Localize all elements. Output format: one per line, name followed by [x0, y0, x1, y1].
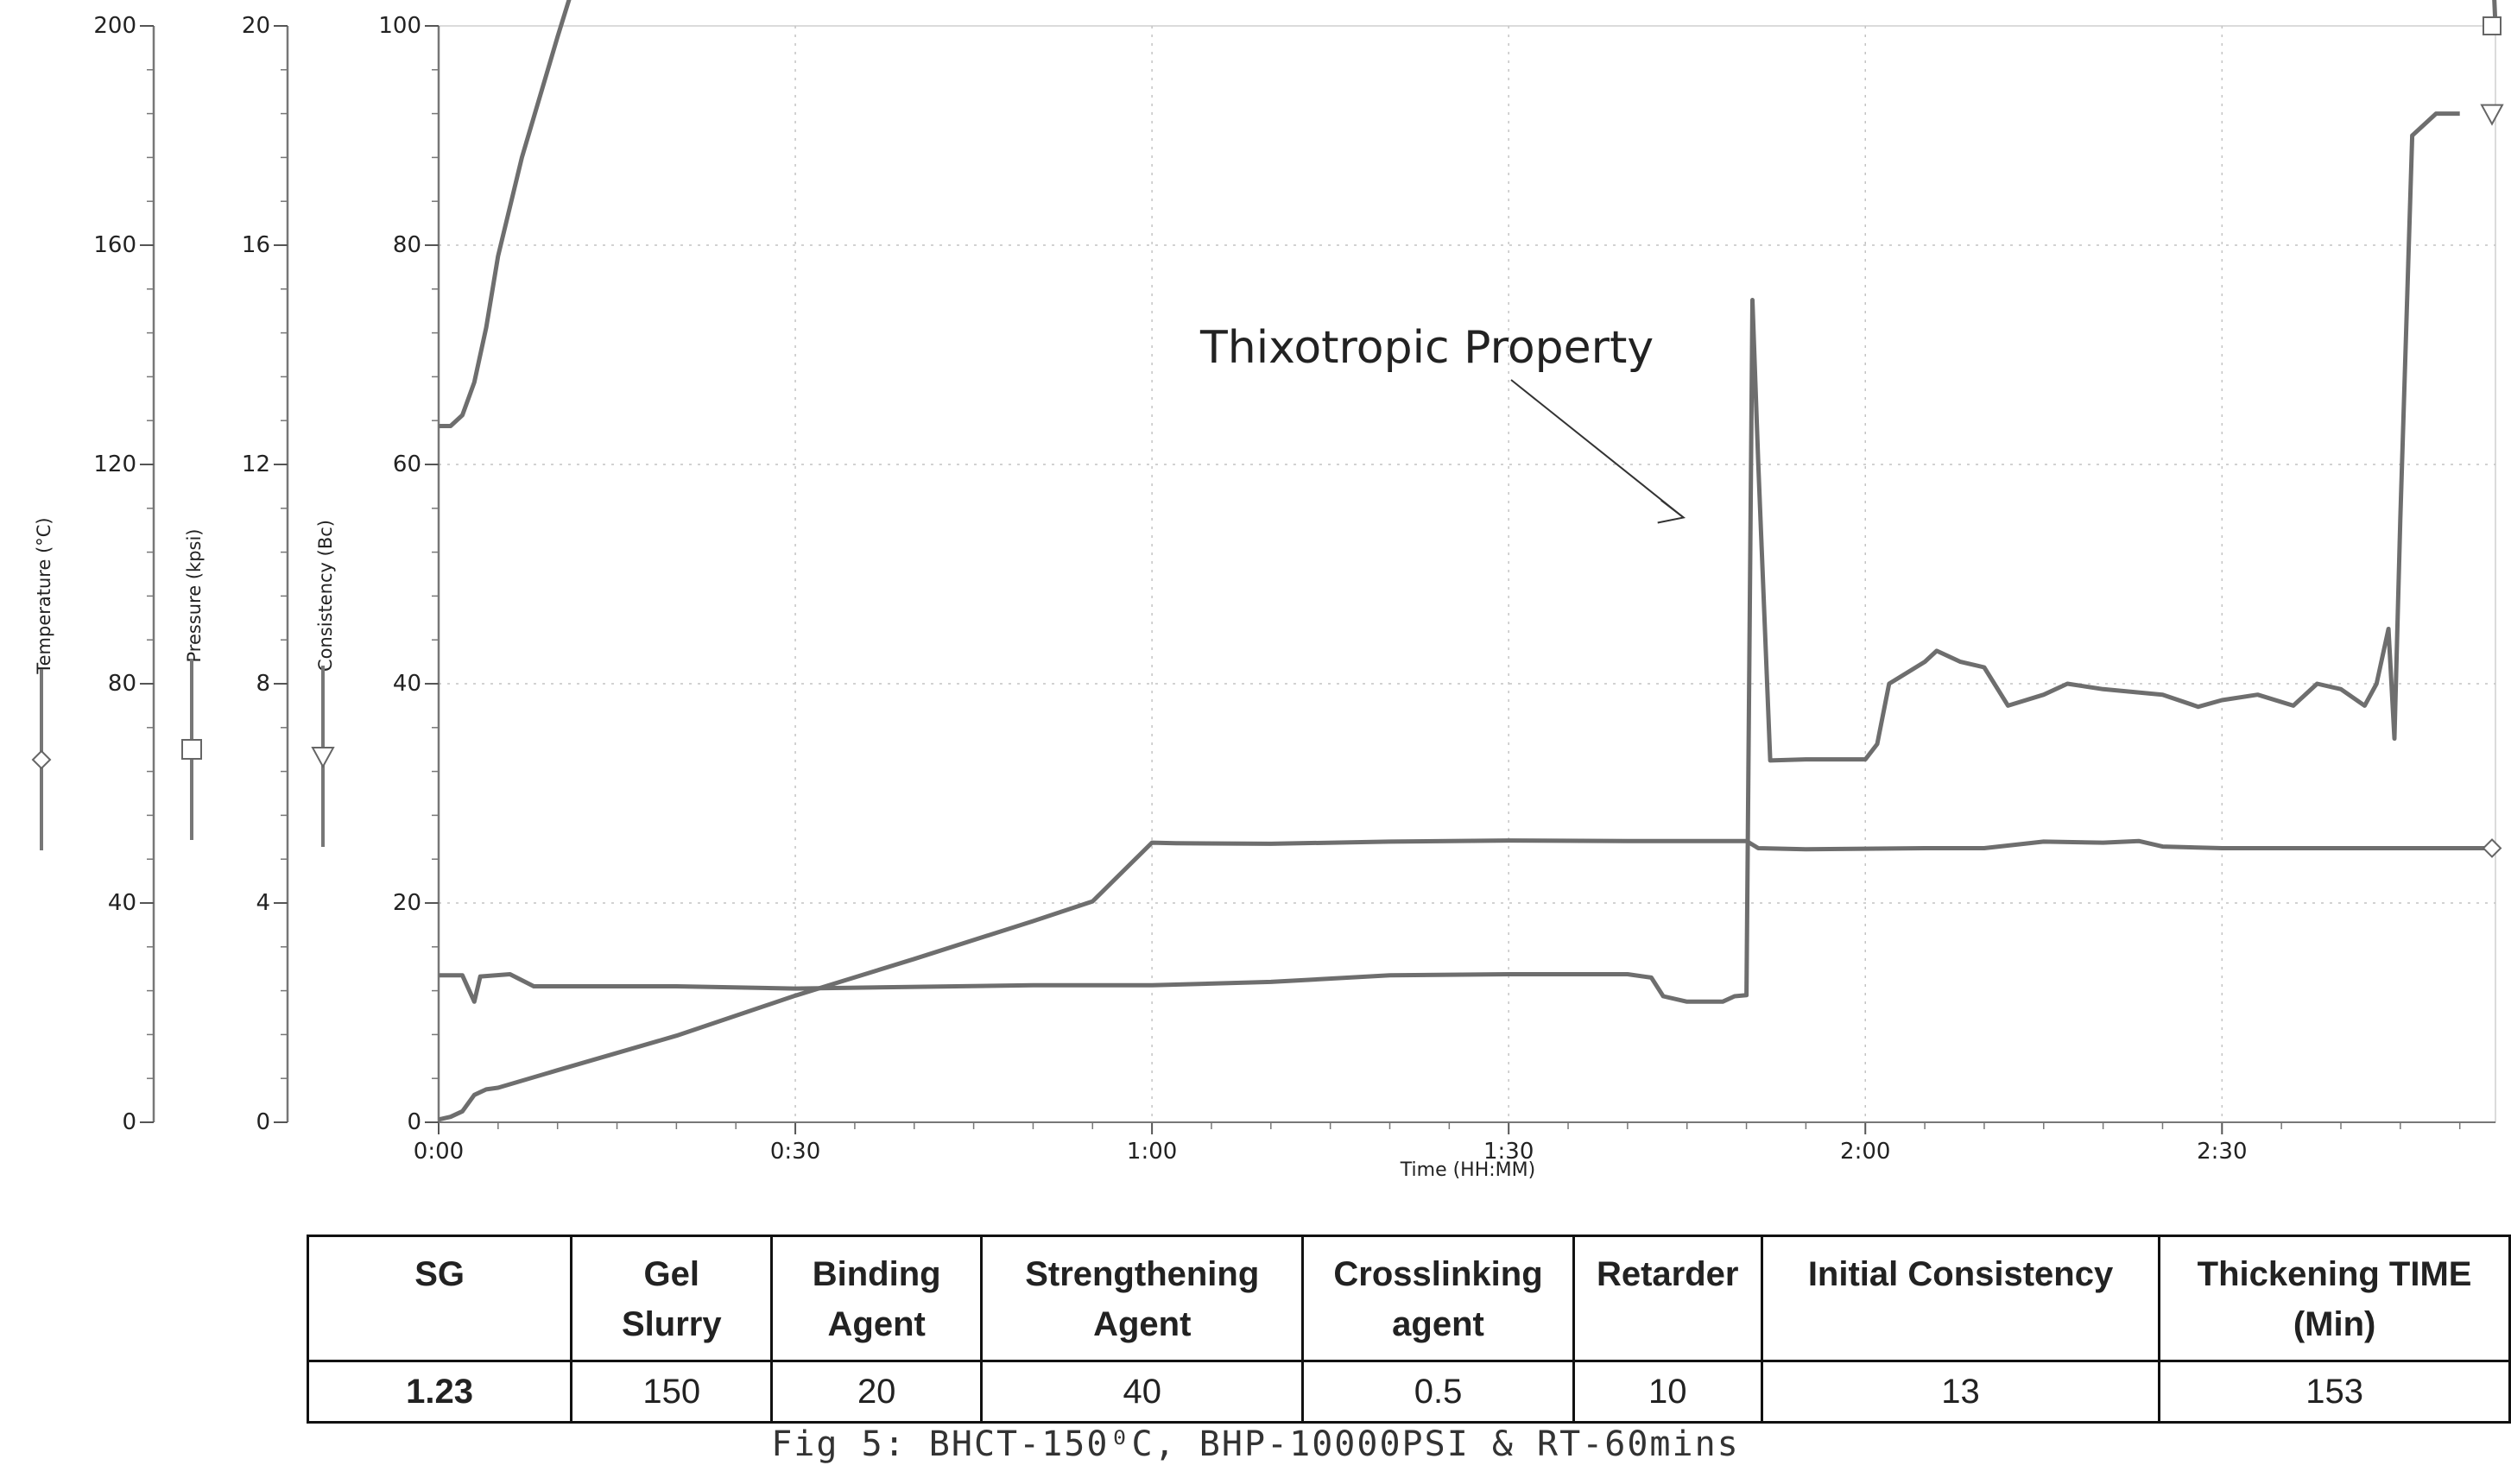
square-marker-icon — [181, 739, 202, 760]
x-tick-label: 1:00 — [1127, 1139, 1177, 1165]
header-strengthening-agent: Strengthening Agent — [979, 1235, 1305, 1362]
y-tick-label: 20 — [242, 13, 270, 39]
x-tick-label: 2:00 — [1840, 1139, 1890, 1165]
header-initial-consistency: Initial Consistency — [1760, 1235, 2161, 1362]
cell-sg: 1.23 — [306, 1360, 573, 1424]
y-tick-label: 12 — [242, 452, 270, 477]
cell-gel-slurry: 150 — [570, 1360, 774, 1424]
header-text: Binding — [812, 1255, 941, 1293]
header-text: Slurry — [621, 1305, 722, 1343]
header-text: Gel — [643, 1255, 700, 1293]
table-row: 1.23 150 20 40 0.5 10 13 153 — [306, 1360, 2511, 1424]
x-axis-label: Time (HH:MM) — [1400, 1159, 1535, 1181]
cell-thickening-time: 153 — [2158, 1360, 2511, 1424]
figure-caption: Fig 5: BHCT-150⁰C, BHP-10000PSI & RT-60m… — [771, 1424, 1740, 1464]
x-tick-label: 2:30 — [2197, 1139, 2247, 1165]
y-tick-label: 100 — [378, 13, 421, 39]
header-sg: SG — [306, 1235, 573, 1362]
y-tick-label: 20 — [393, 890, 421, 916]
header-text: agent — [1392, 1305, 1484, 1343]
series-end-square-icon — [2483, 16, 2502, 35]
y-tick-label: 0 — [407, 1109, 421, 1135]
cell-initial-consistency: 13 — [1760, 1360, 2161, 1424]
x-tick-label: 0:00 — [414, 1139, 464, 1165]
header-text: SG — [414, 1255, 465, 1293]
data-table: SG Gel Slurry Binding Agent Strengthening A… — [306, 1235, 2511, 1424]
header-binding-agent: Binding Agent — [770, 1235, 983, 1362]
annotation-text: Thixotropic Property — [1199, 322, 1654, 374]
y-tick-label: 4 — [256, 890, 270, 916]
y-tick-label: 40 — [393, 671, 421, 697]
header-text: Thickening TIME — [2197, 1255, 2472, 1293]
header-retarder: Retarder — [1572, 1235, 1763, 1362]
plot-frame — [438, 25, 2496, 1123]
consistency-series-line — [439, 111, 2460, 1004]
y-axis-label: Temperature (°C) — [34, 517, 54, 674]
cell-retarder: 10 — [1572, 1360, 1763, 1424]
table-header-row: SG Gel Slurry Binding Agent Strengthening A… — [306, 1235, 2511, 1362]
y-tick-label: 200 — [93, 13, 136, 39]
y-tick-label: 60 — [393, 452, 421, 477]
annotation-arrow-line — [1510, 379, 1685, 519]
header-thickening-time: Thickening TIME (Min) — [2158, 1235, 2511, 1362]
temperature-series-line — [438, 838, 2495, 1122]
y-tick-label: 80 — [393, 232, 421, 258]
y-tick-label: 80 — [108, 671, 136, 697]
cell-crosslinking-agent: 0.5 — [1301, 1360, 1575, 1424]
y-tick-label: 120 — [93, 452, 136, 477]
header-text: Agent — [1093, 1305, 1192, 1343]
annotation-arrowhead-icon — [1657, 499, 1686, 524]
header-text: Agent — [827, 1305, 926, 1343]
y-tick-label: 16 — [242, 232, 270, 258]
header-gel-slurry: Gel Slurry — [570, 1235, 774, 1362]
y-tick-label: 8 — [256, 671, 270, 697]
triangle-marker-icon — [311, 747, 335, 769]
y-axis-label: Consistency (Bc) — [315, 520, 336, 672]
series-end-diamond-icon — [2482, 838, 2502, 858]
x-tick-label: 0:30 — [770, 1139, 820, 1165]
header-text: Retarder — [1596, 1255, 1739, 1293]
header-text: Initial Consistency — [1807, 1255, 2114, 1293]
y-axis-label: Pressure (kpsi) — [184, 529, 205, 663]
x-tick-label: 1:30 — [1483, 1139, 1534, 1165]
y-tick-label: 0 — [122, 1109, 136, 1135]
header-text: (Min) — [2293, 1305, 2376, 1343]
cell-binding-agent: 20 — [770, 1360, 983, 1424]
y-tick-label: 40 — [108, 890, 136, 916]
cell-strengthening-agent: 40 — [979, 1360, 1305, 1424]
header-text: Crosslinking — [1333, 1255, 1543, 1293]
header-crosslinking-agent: Crosslinking agent — [1301, 1235, 1575, 1362]
y-tick-label: 160 — [93, 232, 136, 258]
diamond-marker-icon — [31, 749, 52, 770]
header-text: Strengthening — [1025, 1255, 1260, 1293]
y-tick-label: 0 — [256, 1109, 270, 1135]
series-end-triangle-icon — [2480, 104, 2504, 126]
